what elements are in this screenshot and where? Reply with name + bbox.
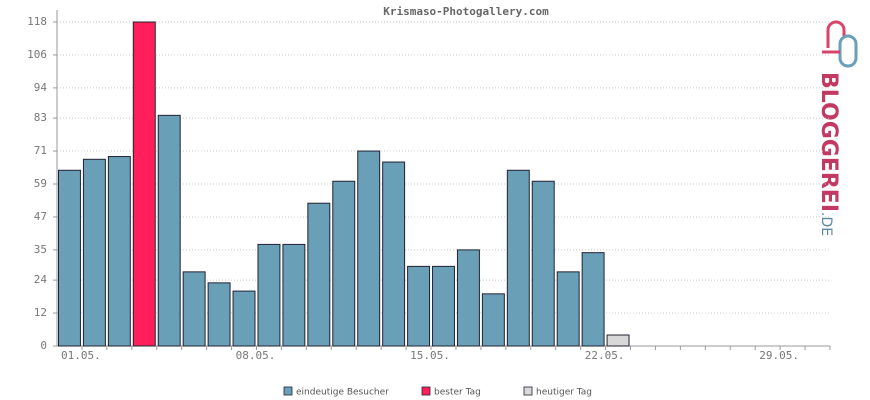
legend-swatch bbox=[523, 386, 533, 396]
logo-suffix: .DE bbox=[818, 212, 834, 236]
y-tick-label: 0 bbox=[40, 339, 47, 352]
y-tick-label: 59 bbox=[34, 177, 47, 190]
bar bbox=[157, 114, 181, 347]
bar bbox=[407, 265, 431, 347]
bar bbox=[432, 265, 455, 347]
legend-swatch bbox=[421, 386, 431, 396]
bar bbox=[232, 290, 256, 347]
bar bbox=[257, 243, 281, 347]
bar bbox=[57, 169, 81, 347]
y-tick-label: 71 bbox=[34, 144, 47, 157]
y-tick-label: 24 bbox=[34, 273, 48, 286]
chart-title: Krismaso-Photogallery.com bbox=[383, 5, 549, 18]
legend-swatch bbox=[283, 386, 293, 396]
bar bbox=[556, 271, 580, 347]
bar bbox=[132, 21, 156, 347]
y-tick-label: 35 bbox=[34, 243, 47, 256]
bar bbox=[107, 156, 131, 347]
bar bbox=[182, 271, 206, 347]
x-tick-label: 08.05. bbox=[236, 349, 276, 362]
y-tick-label: 12 bbox=[34, 306, 47, 319]
y-tick-label: 83 bbox=[34, 111, 47, 124]
bar bbox=[207, 282, 231, 347]
y-tick-label: 106 bbox=[27, 48, 47, 61]
bar bbox=[357, 150, 381, 347]
logo-icon bbox=[822, 20, 858, 68]
legend-label: bester Tag bbox=[434, 388, 481, 398]
bar bbox=[82, 158, 106, 347]
bar bbox=[282, 243, 306, 347]
logo-text: BLOGGEREI.DE bbox=[816, 72, 841, 236]
bar bbox=[332, 180, 356, 347]
bar bbox=[581, 252, 605, 347]
x-tick-label: 01.05. bbox=[61, 349, 101, 362]
x-tick-label: 22.05. bbox=[585, 349, 625, 362]
bar bbox=[531, 180, 555, 347]
logo-main: BLOGGEREI bbox=[816, 72, 841, 212]
legend-label: heutiger Tag bbox=[536, 388, 592, 398]
x-tick-label: 29.05. bbox=[759, 349, 799, 362]
bar bbox=[506, 169, 530, 347]
legend-label: eindeutige Besucher bbox=[296, 388, 389, 398]
y-tick-label: 118 bbox=[27, 15, 47, 28]
y-tick-label: 47 bbox=[34, 210, 47, 223]
y-tick-label: 94 bbox=[34, 81, 48, 94]
bar bbox=[606, 334, 630, 347]
bar bbox=[481, 293, 505, 347]
bar bbox=[382, 161, 406, 347]
bar bbox=[307, 202, 331, 347]
bar bbox=[456, 249, 480, 347]
x-tick-label: 15.05. bbox=[410, 349, 450, 362]
